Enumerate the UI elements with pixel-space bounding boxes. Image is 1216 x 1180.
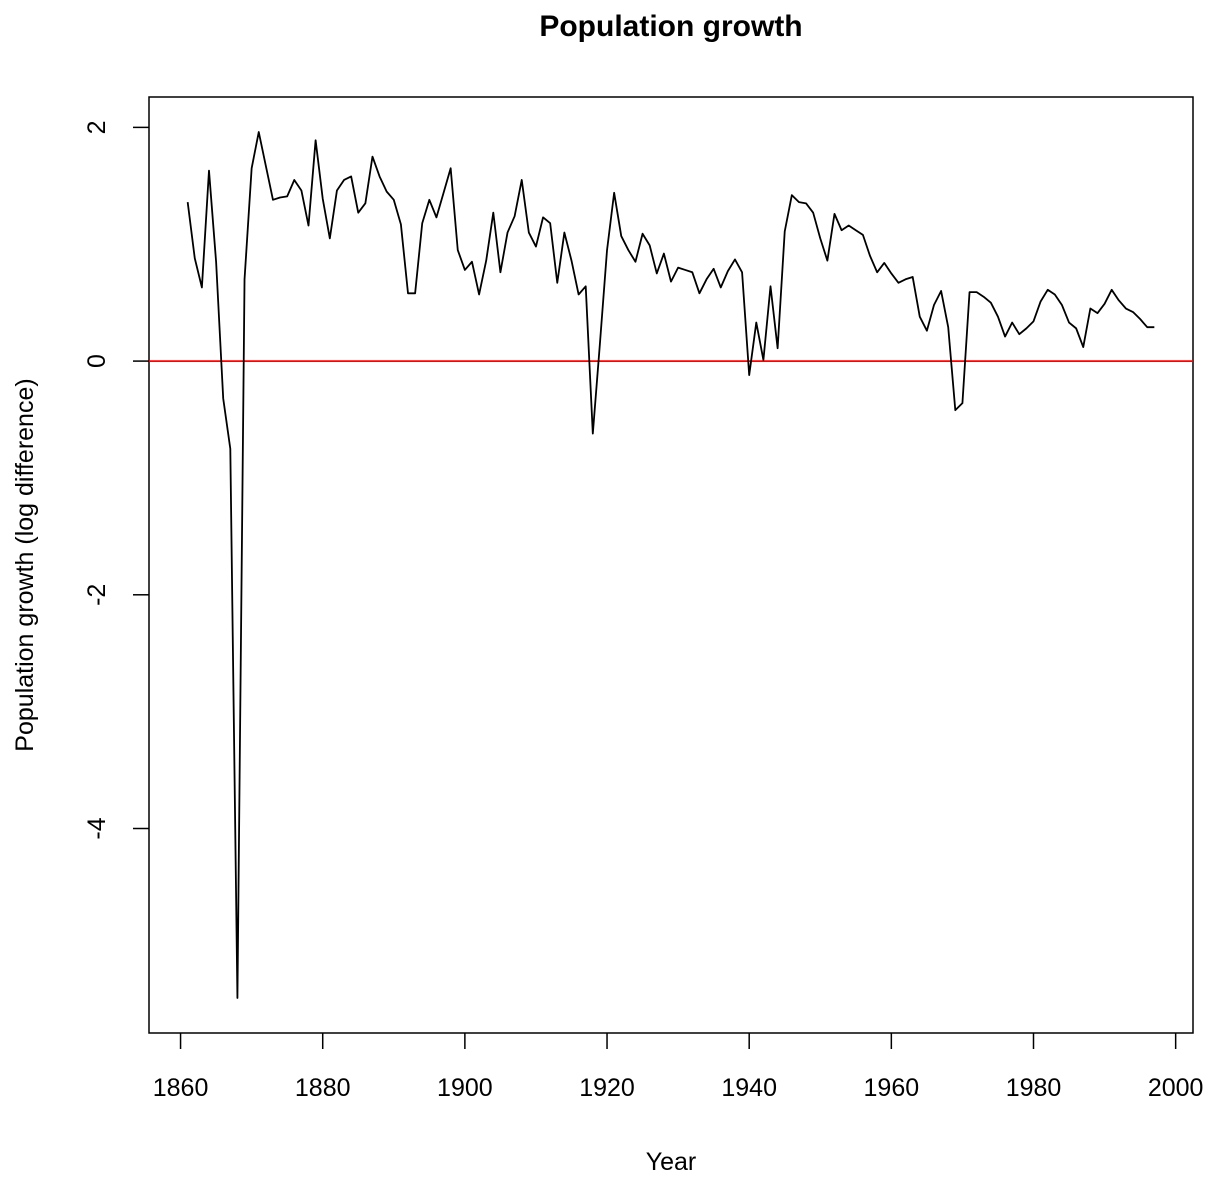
y-axis-label: Population growth (log difference) [11,378,39,751]
y-tick-label: 2 [83,120,111,134]
x-tick-label: 1960 [864,1074,920,1102]
x-tick-label: 1980 [1006,1074,1062,1102]
x-tick-label: 1880 [295,1074,351,1102]
plot-frame [148,96,1194,1034]
x-tick-label: 1900 [437,1074,493,1102]
x-tick-label: 2000 [1148,1074,1204,1102]
x-tick-label: 1860 [153,1074,209,1102]
y-tick-label: -4 [83,817,111,839]
x-tick-label: 1920 [579,1074,635,1102]
y-tick-label: -2 [83,584,111,606]
x-tick-label: 1940 [721,1074,777,1102]
y-tick-label: 0 [83,354,111,368]
chart-title: Population growth [539,10,802,43]
x-axis-label: Year [646,1148,697,1176]
data-line [186,131,1155,999]
